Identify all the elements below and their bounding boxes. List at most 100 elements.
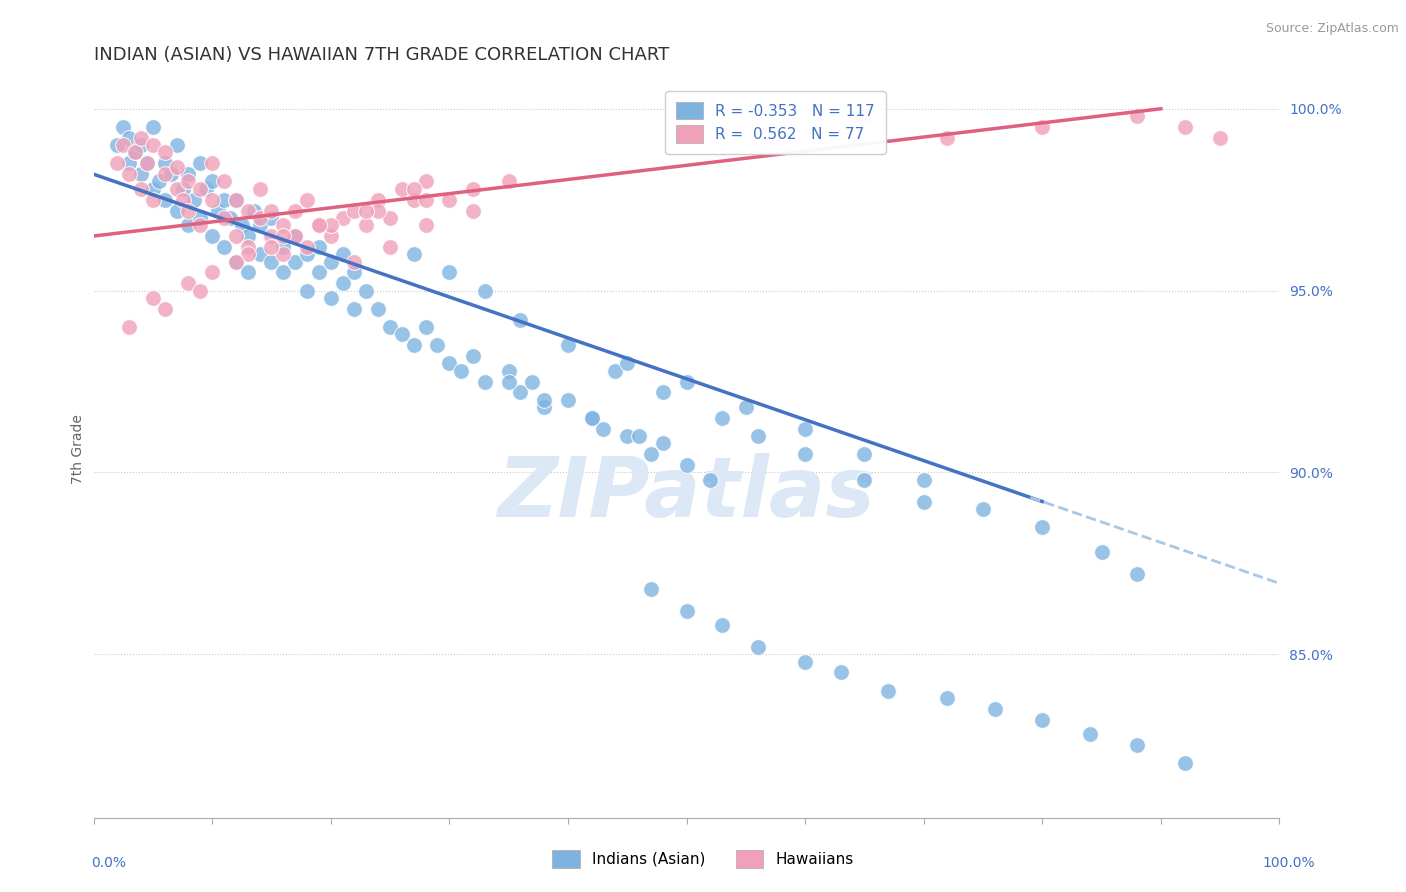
- Point: [188, 182, 211, 196]
- Point: [153, 167, 176, 181]
- Point: [260, 229, 283, 244]
- Point: [415, 193, 437, 207]
- Point: [166, 160, 188, 174]
- Point: [498, 174, 520, 188]
- Point: [236, 240, 259, 254]
- Point: [936, 131, 959, 145]
- Point: [391, 327, 413, 342]
- Point: [183, 193, 205, 207]
- Point: [439, 356, 461, 370]
- Point: [118, 131, 141, 145]
- Point: [124, 145, 146, 160]
- Point: [166, 203, 188, 218]
- Point: [201, 229, 224, 244]
- Point: [284, 203, 307, 218]
- Point: [402, 182, 425, 196]
- Point: [853, 447, 876, 461]
- Point: [1078, 727, 1101, 741]
- Point: [581, 410, 603, 425]
- Point: [984, 702, 1007, 716]
- Point: [273, 218, 295, 232]
- Point: [284, 229, 307, 244]
- Point: [273, 265, 295, 279]
- Point: [308, 218, 330, 232]
- Point: [295, 240, 318, 254]
- Point: [260, 254, 283, 268]
- Point: [734, 400, 756, 414]
- Point: [853, 473, 876, 487]
- Point: [195, 182, 218, 196]
- Point: [177, 277, 200, 291]
- Point: [343, 301, 366, 316]
- Point: [356, 284, 378, 298]
- Point: [415, 320, 437, 334]
- Point: [159, 167, 181, 181]
- Text: ZIPatlas: ZIPatlas: [498, 452, 876, 533]
- Legend: Indians (Asian), Hawaiians: Indians (Asian), Hawaiians: [546, 844, 860, 873]
- Point: [830, 665, 852, 680]
- Point: [367, 203, 389, 218]
- Text: INDIAN (ASIAN) VS HAWAIIAN 7TH GRADE CORRELATION CHART: INDIAN (ASIAN) VS HAWAIIAN 7TH GRADE COR…: [94, 46, 669, 64]
- Point: [747, 429, 769, 443]
- Y-axis label: 7th Grade: 7th Grade: [72, 414, 86, 483]
- Point: [166, 138, 188, 153]
- Point: [439, 265, 461, 279]
- Point: [177, 174, 200, 188]
- Point: [242, 203, 264, 218]
- Point: [343, 203, 366, 218]
- Point: [616, 356, 638, 370]
- Point: [747, 640, 769, 654]
- Point: [711, 618, 734, 632]
- Point: [415, 218, 437, 232]
- Point: [332, 211, 354, 225]
- Point: [236, 265, 259, 279]
- Point: [474, 375, 496, 389]
- Point: [105, 156, 128, 170]
- Point: [699, 473, 721, 487]
- Point: [284, 254, 307, 268]
- Point: [136, 156, 159, 170]
- Point: [343, 265, 366, 279]
- Point: [153, 301, 176, 316]
- Point: [249, 218, 271, 232]
- Point: [118, 320, 141, 334]
- Point: [148, 174, 170, 188]
- Point: [129, 138, 152, 153]
- Point: [1126, 738, 1149, 752]
- Point: [651, 436, 673, 450]
- Point: [1090, 545, 1112, 559]
- Point: [319, 254, 342, 268]
- Point: [402, 193, 425, 207]
- Point: [118, 156, 141, 170]
- Point: [794, 447, 817, 461]
- Point: [273, 240, 295, 254]
- Point: [129, 182, 152, 196]
- Point: [498, 375, 520, 389]
- Point: [188, 284, 211, 298]
- Point: [581, 410, 603, 425]
- Legend: R = -0.353   N = 117, R =  0.562   N = 77: R = -0.353 N = 117, R = 0.562 N = 77: [665, 91, 886, 153]
- Point: [177, 167, 200, 181]
- Point: [225, 254, 247, 268]
- Point: [153, 193, 176, 207]
- Point: [319, 218, 342, 232]
- Point: [367, 301, 389, 316]
- Point: [124, 145, 146, 160]
- Point: [273, 229, 295, 244]
- Point: [378, 240, 401, 254]
- Point: [284, 229, 307, 244]
- Point: [188, 156, 211, 170]
- Point: [105, 138, 128, 153]
- Point: [461, 349, 484, 363]
- Point: [295, 247, 318, 261]
- Point: [402, 338, 425, 352]
- Point: [1031, 120, 1053, 134]
- Point: [1174, 756, 1197, 771]
- Point: [249, 247, 271, 261]
- Point: [343, 254, 366, 268]
- Point: [592, 422, 614, 436]
- Point: [142, 291, 165, 305]
- Point: [236, 247, 259, 261]
- Point: [273, 247, 295, 261]
- Point: [219, 211, 242, 225]
